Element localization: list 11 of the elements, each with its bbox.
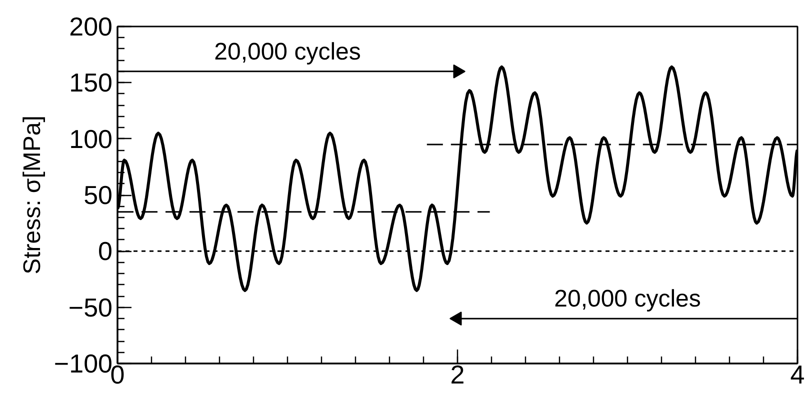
y-tick-label: 50 bbox=[84, 180, 112, 210]
y-tick-label: 150 bbox=[69, 68, 113, 98]
annotation: 20,000 cycles bbox=[554, 286, 701, 313]
x-tick-label: 4 bbox=[790, 360, 805, 390]
y-tick-label: −50 bbox=[68, 292, 113, 322]
y-tick-label: 200 bbox=[69, 12, 113, 42]
y-axis-title: Stress: σ[MPa] bbox=[18, 116, 46, 274]
y-tick-label: 0 bbox=[98, 236, 113, 266]
x-tick-label: 2 bbox=[450, 360, 465, 390]
y-tick-label: 100 bbox=[69, 124, 113, 154]
annotation: 20,000 cycles bbox=[214, 38, 361, 66]
